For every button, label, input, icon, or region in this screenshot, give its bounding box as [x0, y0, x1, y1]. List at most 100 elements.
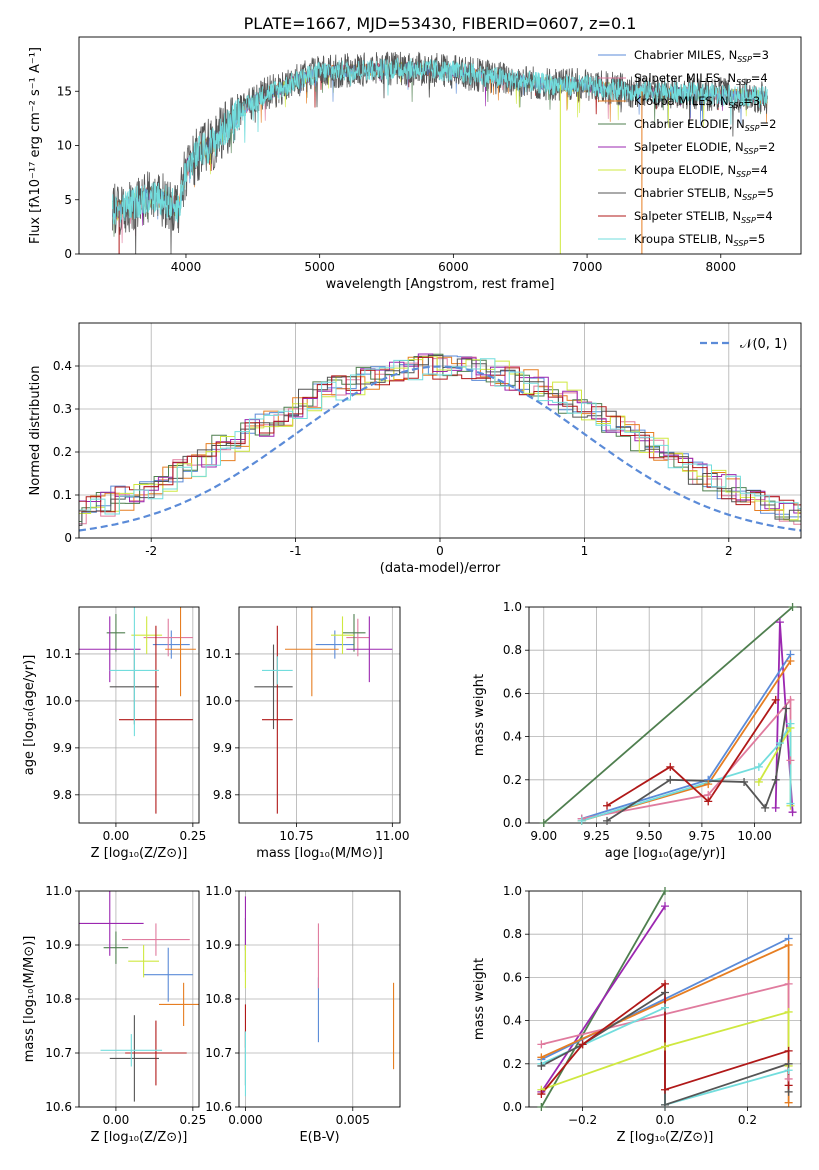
y-tick-label: 10.9: [205, 938, 232, 952]
spectrum-panel: 4000 5000 6000 7000 8000 0 5 10 15 wavelength [An…: [28, 36, 802, 292]
x-tick-label: 9.00: [530, 829, 557, 843]
weight-marker: [603, 801, 612, 810]
weight-marker: [661, 902, 669, 911]
histogram-step: [79, 356, 801, 521]
x-tick-label: 0.00: [103, 829, 130, 843]
weight-marker: [786, 657, 795, 665]
mass-vs-EBV-frame: [238, 890, 401, 1108]
weight-marker: [784, 1098, 793, 1107]
weight-marker: [603, 816, 612, 825]
weight-marker: [784, 1081, 793, 1090]
y-tick-label: 0.8: [503, 927, 522, 941]
y-tick-label: 0: [64, 531, 72, 545]
y-tick-label: 11.0: [45, 884, 72, 898]
weight-marker: [704, 780, 713, 789]
x-tick-label: 0.2: [738, 1113, 757, 1127]
x-tick-label: 0: [436, 544, 444, 558]
y-tick-label: 10.8: [45, 992, 72, 1006]
weight-marker: [666, 775, 675, 784]
weight-marker: [539, 819, 548, 827]
weight-marker: [775, 739, 784, 748]
x-tick-label: 2: [725, 544, 733, 558]
histogram-step: [79, 355, 801, 525]
weight-vs-age-panel: 9.00 9.25 9.50 9.75 10.00 0.0 0.2 0.4 0.6 0.8 1.0 a…: [472, 600, 802, 861]
x-tick-label: 11.00: [375, 829, 409, 843]
x-tick-label: 10.00: [737, 829, 771, 843]
y-tick-label: 11.0: [205, 884, 232, 898]
histogram-step: [79, 353, 801, 522]
y-axis-label: age [log₁₀(age/yr)]: [22, 655, 37, 776]
weight-line: [758, 724, 792, 806]
y-tick-label: 10.9: [45, 938, 72, 952]
weight-vs-age-plot-area: [529, 607, 801, 823]
y-tick-label: 9.8: [213, 788, 232, 802]
x-axis-label: (data-model)/error: [380, 561, 501, 576]
x-axis-label: Z [log₁₀(Z/Z⊙)]: [91, 846, 188, 861]
weight-marker: [775, 618, 784, 627]
weight-marker: [661, 1085, 669, 1094]
residual-legend: 𝒩(0, 1): [700, 337, 787, 352]
y-axis-label: Normed distribution: [28, 366, 43, 496]
x-axis-label: Z [log₁₀(Z/Z⊙)]: [91, 1130, 188, 1145]
weight-marker: [577, 816, 586, 825]
spectrum-frame: [78, 36, 802, 255]
histogram-step: [79, 353, 801, 514]
mass-vs-Z-panel: 0.00 0.25 10.6 10.7 10.8 10.9 11.0 Z [log₁₀(Z/Z…: [22, 884, 206, 1145]
y-tick-label: 10.6: [45, 1100, 72, 1114]
x-axis-label: mass [log₁₀(M/M⊙)]: [256, 846, 383, 861]
y-tick-label: 0.2: [503, 773, 522, 787]
age-vs-mass-frame: [238, 606, 401, 824]
x-axis-label: wavelength [Angstrom, rest frame]: [326, 277, 555, 292]
y-axis-label: mass weight: [472, 958, 487, 1040]
x-tick-label: 0.00: [103, 1113, 130, 1127]
weight-marker: [704, 797, 713, 806]
y-axis-label: mass weight: [472, 674, 487, 756]
age-vs-Z-plot-area: [79, 607, 199, 823]
weight-line: [540, 905, 666, 1093]
x-tick-label: -1: [290, 544, 302, 558]
x-tick-label: −0.2: [568, 1113, 597, 1127]
weight-marker: [784, 1059, 793, 1068]
x-axis-label: Z [log₁₀(Z/Z⊙)]: [617, 1130, 714, 1145]
weight-vs-Z-panel: −0.2 0.0 0.2 0.0 0.2 0.4 0.6 0.8 1.0 Z [log₁₀(Z/Z…: [472, 884, 802, 1145]
age-vs-Z-frame: [78, 606, 200, 824]
y-tick-label: 9.9: [213, 741, 232, 755]
histogram-step: [79, 355, 801, 526]
weight-marker: [661, 988, 669, 997]
y-axis-label: mass [log₁₀(M/M⊙)]: [22, 936, 37, 1063]
weight-line: [543, 607, 794, 823]
legend-entry: Chabrier MILES, NSSP=3: [634, 48, 769, 64]
y-tick-label: 10.7: [45, 1046, 72, 1060]
weight-line: [540, 982, 790, 1095]
weight-marker: [788, 603, 797, 611]
y-tick-label: 10.1: [205, 647, 232, 661]
legend-entry: Salpeter STELIB, NSSP=4: [634, 209, 773, 225]
x-tick-label: 9.25: [583, 829, 610, 843]
weight-marker: [537, 1103, 546, 1111]
x-tick-label: 7000: [572, 260, 603, 274]
x-axis-label: age [log₁₀(age/yr)]: [605, 846, 726, 861]
y-tick-label: 0.2: [503, 1057, 522, 1071]
weight-marker: [788, 808, 797, 817]
weight-marker: [771, 695, 780, 704]
legend-entry: Kroupa STELIB, NSSP=5: [634, 232, 765, 248]
weight-marker: [661, 887, 669, 895]
weight-vs-Z-plot-area: [529, 891, 801, 1107]
weight-marker: [740, 777, 749, 786]
weight-line: [606, 708, 788, 822]
weight-line: [606, 699, 777, 807]
weight-line: [541, 1010, 790, 1091]
y-tick-label: 0.1: [53, 488, 72, 502]
residuals-frame: [78, 322, 802, 539]
y-tick-label: 0.4: [53, 359, 72, 373]
weight-marker: [578, 1040, 587, 1049]
y-tick-label: 9.9: [53, 741, 72, 755]
y-tick-label: 15: [57, 84, 72, 98]
spectrum-line: [112, 51, 768, 254]
spectrum-plot-area: [112, 51, 768, 254]
y-tick-label: 10.6: [205, 1100, 232, 1114]
y-tick-label: 0.4: [503, 730, 522, 744]
x-tick-label: 0.005: [336, 1113, 370, 1127]
weight-marker: [784, 941, 793, 949]
age-vs-mass-plot-area: [239, 607, 400, 823]
